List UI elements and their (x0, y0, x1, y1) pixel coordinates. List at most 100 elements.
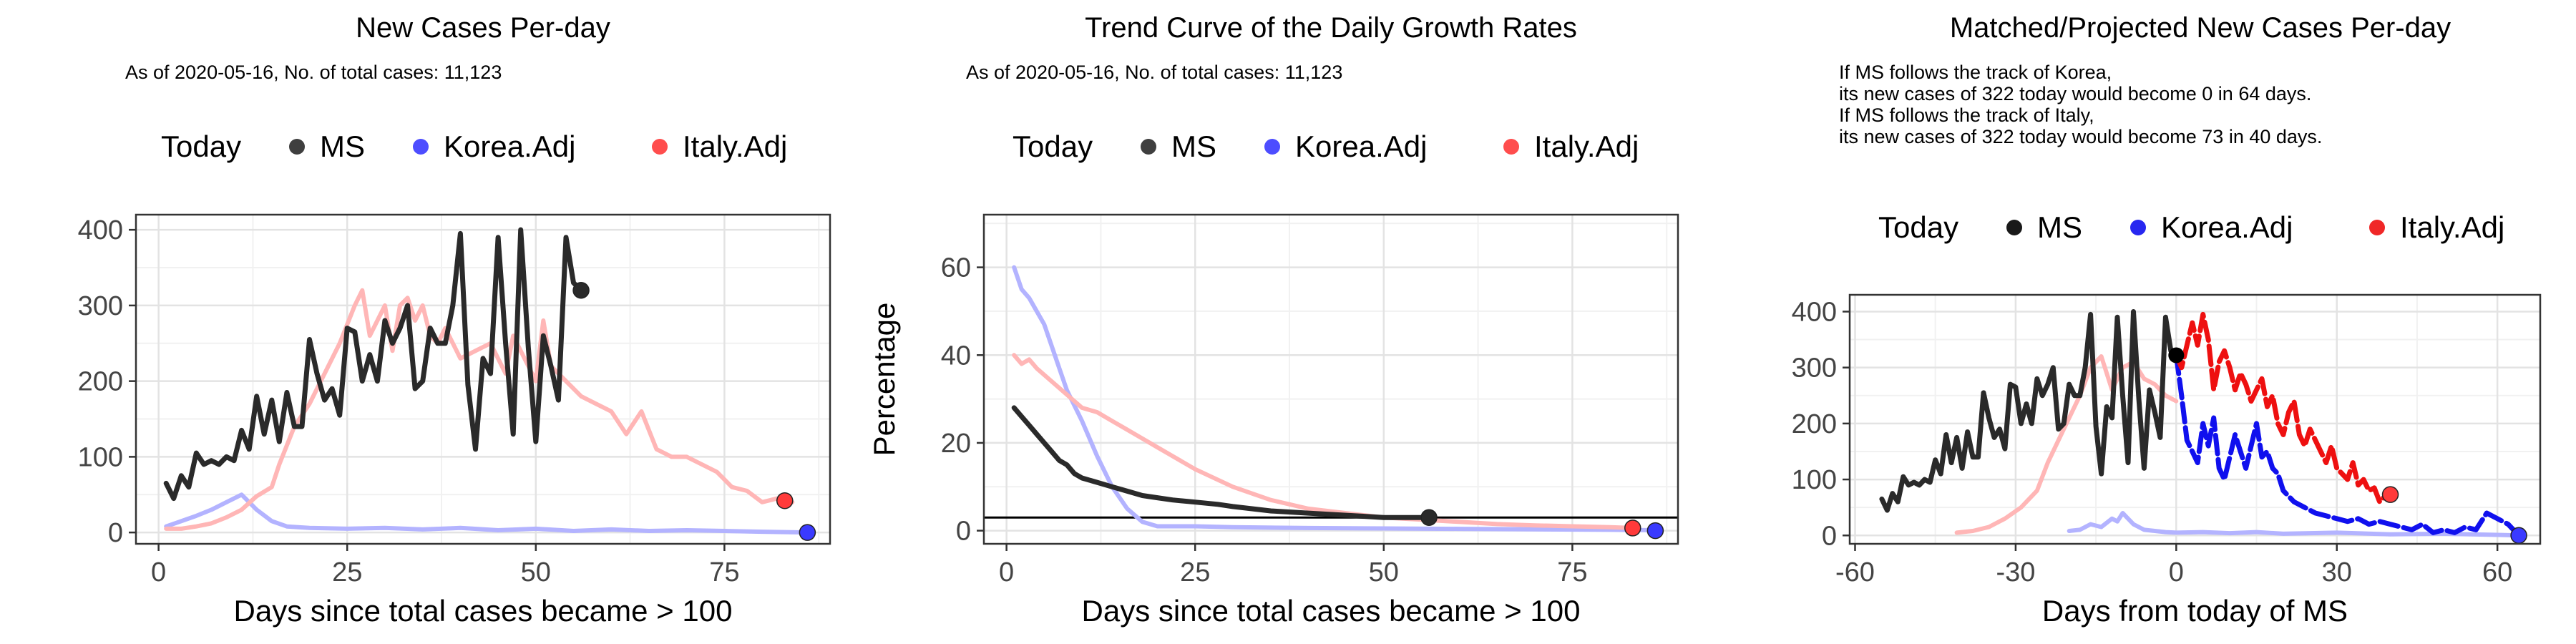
grid (984, 215, 1678, 544)
legend-key-dot (1503, 139, 1519, 155)
x-tick-label: 25 (332, 557, 362, 587)
legend-key-dot (289, 139, 305, 155)
x-tick-label: 75 (1557, 557, 1587, 587)
x-tick-label: 0 (151, 557, 166, 587)
x-axis-label: Days since total cases became > 100 (234, 594, 733, 628)
endpoint-italy-adj-projected (2381, 486, 2399, 503)
y-tick-label: 300 (1792, 353, 1837, 384)
y-tick-label: 0 (1822, 521, 1837, 551)
series-line-korea-adj-projected (2173, 353, 2522, 538)
y-tick-label: 0 (956, 517, 971, 547)
legend-key-dot (1264, 139, 1280, 155)
axes: -60 -30 0 30 60 0 100 200 300 400 (1792, 297, 2513, 587)
series-line-ms (1879, 309, 2179, 513)
x-tick-label: 0 (999, 557, 1014, 587)
annotation-line: If MS follows the track of Italy, (1839, 104, 2094, 126)
x-tick-label: 75 (709, 557, 739, 587)
endpoint-ms (572, 281, 590, 299)
plot-frame (1848, 293, 2542, 545)
plot-frame (135, 213, 831, 545)
series-line-italy-adj-projected (2173, 311, 2393, 504)
legend-title: Today (161, 130, 241, 163)
x-tick-label: 50 (521, 557, 551, 587)
series-line-ms (1011, 405, 1432, 520)
legend-label: MS (1171, 130, 1216, 163)
legend-key-dot (1141, 139, 1156, 155)
today-point (2168, 347, 2185, 364)
endpoint-korea-adj (799, 524, 816, 541)
legend-title: Today (1013, 130, 1093, 163)
endpoint-italy-adj (1624, 519, 1641, 537)
endpoint-korea-adj (1646, 522, 1664, 540)
legend-label: Korea.Adj (2161, 210, 2293, 244)
chart-title: Matched/Projected New Cases Per-day (1950, 12, 2451, 44)
chart-panel-3: Matched/Projected New Cases Per-day If MS… (1792, 12, 2542, 628)
series-line-korea-adj-history (2067, 511, 2522, 538)
x-tick-label: 50 (1369, 557, 1399, 587)
y-tick-label: 200 (78, 367, 123, 397)
x-axis-label: Days since total cases became > 100 (1082, 594, 1581, 628)
legend-label: Korea.Adj (444, 130, 575, 163)
legend-key-dot (2006, 220, 2022, 235)
legend: Today MS Korea.Adj Italy.Adj (1878, 210, 2504, 244)
y-tick-label: 100 (78, 442, 123, 472)
plot-area (163, 227, 810, 535)
chart-subtitle: As of 2020-05-16, No. of total cases: 11… (966, 62, 1342, 83)
chart-panel-1: New Cases Per-day As of 2020-05-16, No. o… (78, 12, 831, 628)
legend: Today MS Korea.Adj Italy.Adj (161, 130, 787, 163)
annotation-line: If MS follows the track of Korea, (1839, 62, 2112, 83)
legend: Today MS Korea.Adj Italy.Adj (1013, 130, 1639, 163)
chart-panel-2: Trend Curve of the Daily Growth Rates As … (867, 12, 1679, 628)
series-line-italy-adj (1012, 353, 1635, 530)
x-tick-label: 30 (2322, 557, 2352, 587)
series-line-korea-adj (164, 492, 810, 535)
x-tick-label: 60 (2482, 557, 2512, 587)
legend-key-dot (652, 139, 668, 155)
legend-label: Korea.Adj (1295, 130, 1427, 163)
legend-label: MS (320, 130, 365, 163)
series-line-ms (163, 227, 584, 502)
y-tick-label: 200 (1792, 409, 1837, 439)
plot-frame (982, 213, 1679, 545)
legend-label: Italy.Adj (2400, 210, 2504, 244)
endpoint-korea-adj-projected (2510, 527, 2527, 545)
y-tick-label: 400 (1792, 297, 1837, 327)
chart-title: New Cases Per-day (356, 12, 610, 44)
legend-label: MS (2037, 210, 2082, 244)
y-tick-label: 20 (941, 429, 971, 459)
y-tick-label: 60 (941, 253, 971, 283)
y-axis-label: Percentage (867, 303, 901, 457)
annotation-line: its new cases of 322 today would become … (1839, 83, 2311, 104)
y-tick-label: 0 (108, 518, 123, 548)
legend-key-dot (413, 139, 429, 155)
x-tick-label: -30 (1996, 557, 2035, 587)
endpoints (2168, 347, 2527, 545)
endpoints (572, 281, 816, 541)
chart-subtitle: As of 2020-05-16, No. of total cases: 11… (125, 62, 502, 83)
y-tick-label: 400 (78, 215, 123, 245)
endpoint-italy-adj (776, 492, 794, 509)
legend-key-dot (2130, 220, 2146, 235)
legend-title: Today (1878, 210, 1958, 244)
series-line-italy-adj (164, 288, 795, 531)
x-tick-label: 25 (1180, 557, 1210, 587)
y-tick-label: 300 (78, 291, 123, 321)
legend-label: Italy.Adj (683, 130, 787, 163)
y-tick-label: 40 (941, 341, 971, 371)
plot-area (1879, 309, 2522, 538)
axes: 0 25 50 75 0 20 40 60 (941, 253, 1588, 587)
plot-area (984, 265, 1678, 532)
x-tick-label: -60 (1835, 557, 1875, 587)
endpoints (1420, 509, 1664, 540)
annotation-line: its new cases of 322 today would become … (1839, 126, 2322, 147)
series-line-korea-adj (1012, 265, 1658, 532)
chart-title: Trend Curve of the Daily Growth Rates (1085, 12, 1577, 44)
x-tick-label: 0 (2169, 557, 2184, 587)
x-axis-label: Days from today of MS (2042, 594, 2348, 628)
endpoint-ms (1420, 509, 1438, 526)
axes: 0 25 50 75 0 100 200 300 400 (78, 215, 740, 587)
legend-label: Italy.Adj (1534, 130, 1639, 163)
legend-key-dot (2369, 220, 2385, 235)
y-tick-label: 100 (1792, 465, 1837, 495)
